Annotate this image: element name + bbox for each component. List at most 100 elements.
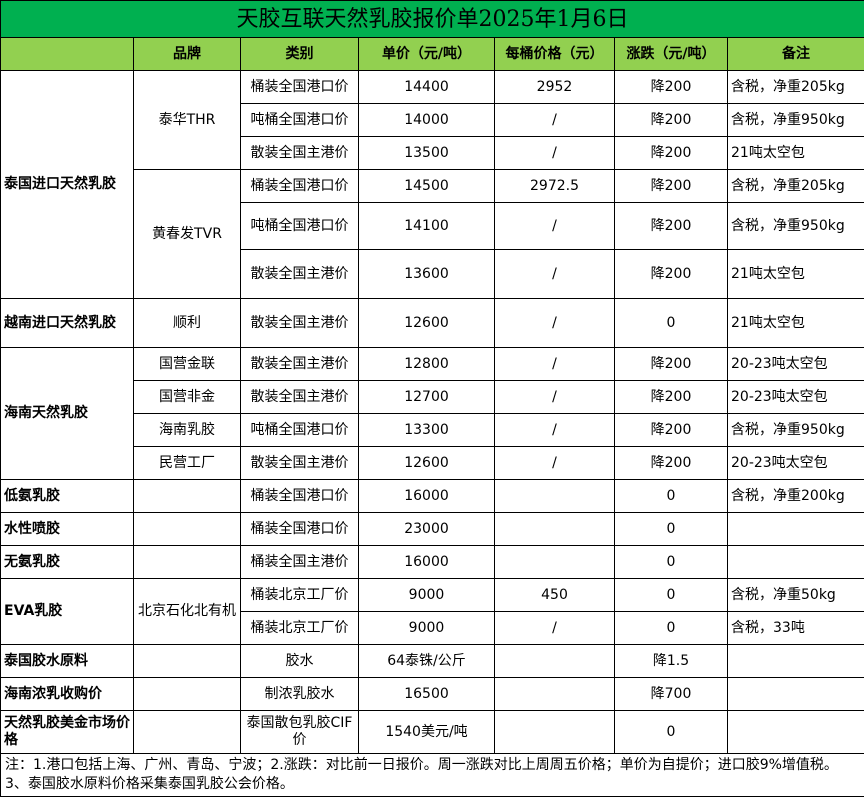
per-barrel-cell <box>494 710 615 754</box>
note-cell <box>726 677 864 711</box>
brand-cell: 民营工厂 <box>133 446 241 480</box>
table-row: 桶装北京工厂价 9000/0 含税，33吨 <box>1 611 864 645</box>
change-cell: 0 <box>614 545 728 579</box>
header-change: 涨跌（元/吨） <box>614 37 728 71</box>
header-row: 品牌 类别 单价（元/吨） 每桶价格（元） 涨跌（元/吨） 备注 <box>0 37 864 71</box>
category-cell: 天然乳胶美金市场价格 <box>0 710 134 754</box>
price-cell: 13300 <box>358 413 495 447</box>
change-cell: 降200 <box>614 136 728 170</box>
change-cell: 0 <box>614 512 728 546</box>
brand-cell: 北京石化北有机 <box>133 578 241 645</box>
change-cell: 降200 <box>614 103 728 137</box>
table-row: 泰国进口天然乳胶 泰华THR 桶装全国港口价 14400 2952 降200 含税，净重20… <box>0 70 864 299</box>
change-cell: 降200 <box>614 202 728 250</box>
type-cell: 胶水 <box>240 644 359 678</box>
note-cell <box>726 512 864 546</box>
category-cell: 海南天然乳胶 <box>0 347 134 480</box>
brand-cell <box>133 479 241 513</box>
type-cell: 桶装全国主港价 <box>240 545 359 579</box>
category-cell: 泰国进口天然乳胶 <box>0 70 134 299</box>
per-barrel-cell: / <box>494 446 615 480</box>
price-cell: 14500 <box>358 169 495 203</box>
per-barrel-cell: 2972.5 <box>494 169 615 203</box>
change-cell: 0 <box>614 578 728 612</box>
change-cell: 0 <box>614 611 728 645</box>
note-cell: 21吨太空包 <box>726 249 864 299</box>
price-cell: 14000 <box>358 103 495 137</box>
header-price: 单价（元/吨） <box>358 37 495 71</box>
change-cell: 降200 <box>614 446 728 480</box>
type-cell: 散装全国主港价 <box>240 380 359 414</box>
header-category <box>0 37 134 71</box>
table-row: 吨桶全国港口价 14000/降200 含税，净重950kg <box>1 103 864 137</box>
change-cell: 降200 <box>614 169 728 203</box>
note-cell: 含税，净重950kg <box>726 413 864 447</box>
per-barrel-cell: / <box>494 347 615 381</box>
table-row: 黄春发TVR 桶装全国港口价 14500 2972.5 降200 含税，净重205kg <box>1 169 864 299</box>
change-cell: 降200 <box>614 413 728 447</box>
note-cell: 含税，33吨 <box>726 611 864 645</box>
brand-cell: 泰华THR <box>133 70 241 170</box>
price-cell: 64泰铢/公斤 <box>358 644 495 678</box>
per-barrel-cell: / <box>494 298 615 348</box>
per-barrel-cell: / <box>494 202 615 250</box>
type-cell: 桶装全国港口价 <box>240 169 359 203</box>
price-cell: 12600 <box>358 446 495 480</box>
type-cell: 散装全国主港价 <box>240 446 359 480</box>
header-brand: 品牌 <box>133 37 241 71</box>
page-title: 天胶互联天然乳胶报价单2025年1月6日 <box>0 0 864 38</box>
brand-cell: 国营非金 <box>133 380 241 414</box>
table-row: 天然乳胶美金市场价格 泰国散包乳胶CIF价 1540美元/吨 0 <box>0 710 864 754</box>
per-barrel-cell: 450 <box>494 578 615 612</box>
title-row: 天胶互联天然乳胶报价单2025年1月6日 <box>0 0 864 38</box>
note-cell: 含税，净重50kg <box>726 578 864 612</box>
per-barrel-cell: / <box>494 136 615 170</box>
category-cell: EVA乳胶 <box>0 578 134 645</box>
note-cell: 21吨太空包 <box>726 136 864 170</box>
category-cell: 越南进口天然乳胶 <box>0 298 134 348</box>
category-cell: 泰国胶水原料 <box>0 644 134 678</box>
table-row: 水性喷胶 桶装全国港口价 23000 0 <box>0 512 864 546</box>
table-row: 无氨乳胶 桶装全国主港价 16000 0 <box>0 545 864 579</box>
change-cell: 降700 <box>614 677 728 711</box>
note-cell: 含税，净重200kg <box>726 479 864 513</box>
price-cell: 13500 <box>358 136 495 170</box>
per-barrel-cell <box>494 479 615 513</box>
category-cell: 水性喷胶 <box>0 512 134 546</box>
per-barrel-cell: / <box>494 413 615 447</box>
type-cell: 泰国散包乳胶CIF价 <box>240 710 359 754</box>
price-cell: 14100 <box>358 202 495 250</box>
table-row: 泰国胶水原料 胶水 64泰铢/公斤 降1.5 <box>0 644 864 678</box>
note-cell: 含税，净重205kg <box>726 169 864 203</box>
brand-cell: 顺利 <box>133 298 241 348</box>
type-cell: 散装全国主港价 <box>240 347 359 381</box>
price-cell: 12700 <box>358 380 495 414</box>
type-cell: 吨桶全国港口价 <box>240 202 359 250</box>
price-cell: 16500 <box>358 677 495 711</box>
type-cell: 吨桶全国港口价 <box>240 413 359 447</box>
change-cell: 0 <box>614 479 728 513</box>
change-cell: 0 <box>614 710 728 754</box>
brand-cell <box>133 677 241 711</box>
brand-cell <box>133 512 241 546</box>
per-barrel-cell <box>494 545 615 579</box>
price-cell: 12800 <box>358 347 495 381</box>
note-cell: 含税，净重950kg <box>726 103 864 137</box>
type-cell: 散装全国主港价 <box>240 298 359 348</box>
header-per-barrel: 每桶价格（元） <box>494 37 615 71</box>
per-barrel-cell <box>494 512 615 546</box>
type-cell: 制浓乳胶水 <box>240 677 359 711</box>
type-cell: 桶装北京工厂价 <box>240 578 359 612</box>
category-cell: 海南浓乳收购价 <box>0 677 134 711</box>
note-cell <box>726 644 864 678</box>
change-cell: 0 <box>614 298 728 348</box>
table-row: 低氨乳胶 桶装全国港口价 16000 0 含税，净重200kg <box>0 479 864 513</box>
header-type: 类别 <box>240 37 359 71</box>
price-cell: 14400 <box>358 70 495 104</box>
per-barrel-cell <box>494 677 615 711</box>
table-row: EVA乳胶 北京石化北有机 桶装北京工厂价 9000 450 0 含税，净重50kg <box>0 578 864 645</box>
note-cell: 21吨太空包 <box>726 298 864 348</box>
note-cell: 20-23吨太空包 <box>726 446 864 480</box>
table-row: 越南进口天然乳胶 顺利 散装全国主港价 12600/0 21吨太空包 <box>0 298 864 348</box>
price-cell: 13600 <box>358 249 495 299</box>
